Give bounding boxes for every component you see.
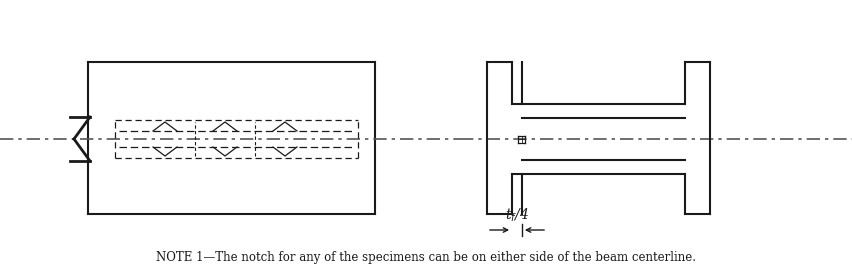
Text: t$_f$/4: t$_f$/4 — [504, 207, 528, 224]
Text: NOTE 1—The notch for any of the specimens can be on either side of the beam cent: NOTE 1—The notch for any of the specimen… — [156, 251, 695, 264]
